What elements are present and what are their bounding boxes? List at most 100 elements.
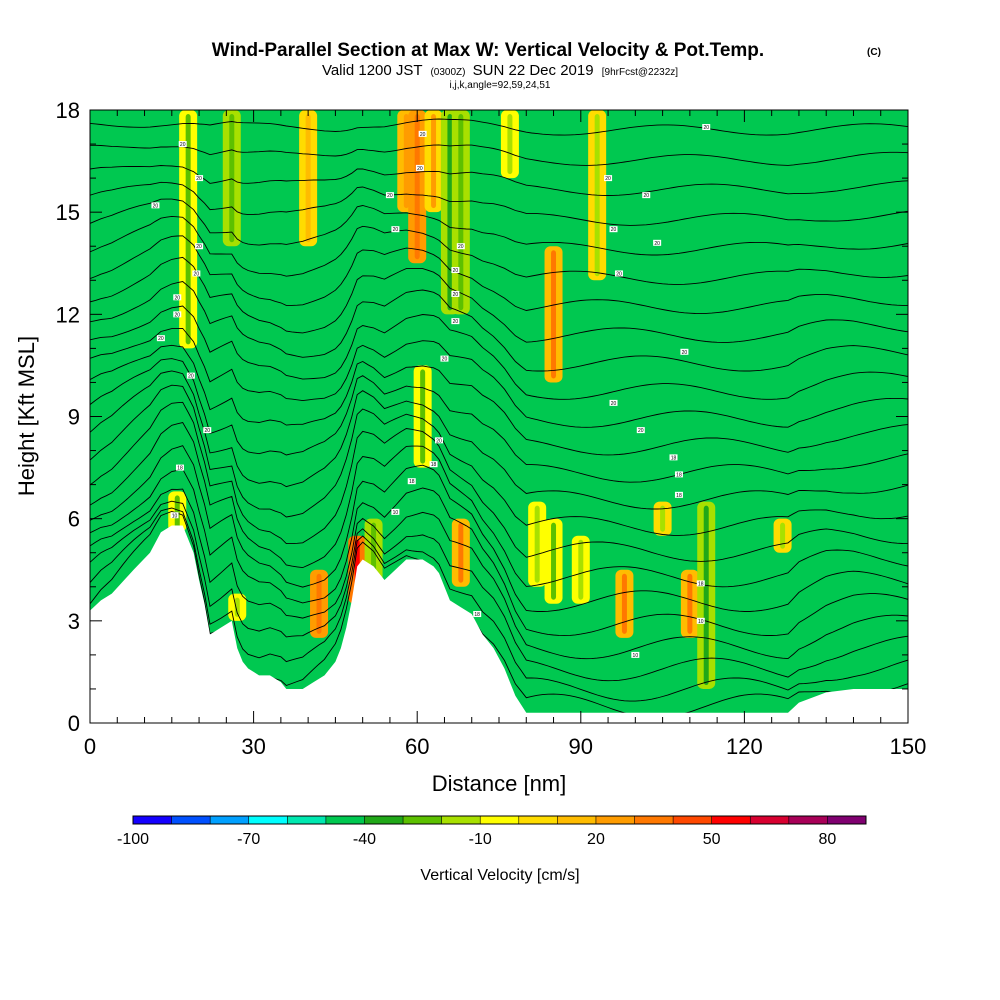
x-tick-label: 120 (726, 734, 763, 759)
contour-label-bg (407, 478, 416, 485)
isentrope-line (90, 281, 908, 372)
isentrope-line (90, 507, 908, 702)
colorbar-tick-label: 50 (703, 831, 721, 848)
isentrope-line (90, 344, 908, 456)
contour-label: 20 (196, 244, 202, 250)
contour-label: 20 (387, 193, 393, 199)
colorbar-swatch (325, 816, 365, 824)
contour-label: 10 (172, 513, 178, 519)
velocity-background (90, 110, 908, 723)
isentrope-line (90, 384, 908, 536)
contour-label-bg (170, 512, 179, 519)
isentrope-line (90, 445, 908, 612)
velocity-cell (507, 114, 513, 175)
isentrope-line (90, 256, 908, 343)
colorbar-swatch (673, 816, 712, 824)
colorbar-tick-label: -10 (469, 831, 492, 848)
y-tick-label: 18 (56, 98, 80, 123)
contour-label: 20 (442, 357, 448, 363)
contour-label-bg (178, 141, 187, 148)
contour-label-bg (642, 192, 651, 199)
y-tick-label: 3 (68, 609, 80, 634)
contour-label-bg (156, 335, 165, 342)
y-axis-title: Height [Kft MSL] (14, 336, 39, 496)
contour-label-bg (385, 192, 394, 199)
colorbar-tick-label: -100 (117, 831, 149, 848)
contour-label-bg (173, 294, 182, 301)
contour-label: 10 (698, 619, 704, 625)
velocity-cell (229, 114, 235, 243)
contour-label: 18 (698, 581, 704, 587)
colorbar-title: Vertical Velocity [cm/s] (420, 867, 579, 884)
colorbar-tick-label: 20 (587, 831, 605, 848)
contour-label: 18 (409, 479, 415, 485)
contour-label-bg (669, 454, 678, 461)
colorbar-swatch (827, 816, 867, 824)
colorbar-swatch (557, 816, 597, 824)
colorbar-swatch (480, 816, 520, 824)
velocity-cell (687, 573, 693, 634)
isentrope-line (90, 95, 908, 105)
isentrope-line (90, 181, 908, 226)
velocity-cell (621, 573, 627, 634)
subtitle-date: SUN 22 Dec 2019 (473, 62, 594, 79)
velocity-cell (174, 495, 180, 529)
colorbar-swatch (634, 816, 674, 824)
contour-label: 20 (174, 312, 180, 318)
x-tick-label: 150 (890, 734, 927, 759)
contour-label-bg (473, 611, 482, 618)
grid-indices: i,j,k,angle=92,59,24,51 (450, 80, 551, 91)
contour-label-bg (702, 124, 711, 131)
velocity-cell (431, 114, 437, 209)
colorbar-tick-label: 80 (819, 831, 837, 848)
isentrope-line (90, 215, 908, 285)
isentrope-line (90, 198, 908, 256)
plot-area: 20 20 20 20 20 20 20 20 20 20 18 10 20 20 20 20 20 20 20 20… (90, 95, 908, 723)
contour-label-bg (203, 427, 212, 434)
contour-label-bg (680, 348, 689, 355)
contour-label-bg (391, 508, 400, 515)
chart-title: Wind-Parallel Section at Max W: Vertical… (212, 40, 764, 61)
y-tick-label: 0 (68, 711, 80, 736)
colorbar-swatch (287, 816, 327, 824)
contour-label: 18 (431, 462, 437, 468)
terrain (90, 525, 908, 723)
colorbar-swatch (364, 816, 404, 824)
isentrope-line (90, 235, 908, 315)
contour-label-bg (451, 290, 460, 297)
contour-label: 20 (703, 125, 709, 131)
contour-label: 20 (204, 428, 210, 434)
subtitle-forecast: [9hrFcst@2232z] (602, 67, 679, 78)
isentropes (90, 95, 908, 719)
velocity-cell (551, 522, 557, 600)
contour-label: 20 (188, 374, 194, 380)
contour-label-bg (451, 267, 460, 274)
contour-label-bg (175, 464, 184, 471)
velocity-cell (403, 114, 409, 209)
contour-label: 18 (671, 455, 677, 461)
x-axis: 0 30 60 90 120 150 (84, 110, 926, 759)
isentrope-line (90, 327, 908, 428)
y-tick-label: 9 (68, 405, 80, 430)
y-tick-label: 15 (56, 200, 80, 225)
velocity-cell (660, 505, 666, 532)
colorbar-swatch (133, 816, 172, 824)
contour-label: 20 (605, 176, 611, 182)
contour-label-bg (696, 580, 705, 587)
chart-subtitle: Valid 1200 JST (0300Z) SUN 22 Dec 2019 [… (322, 62, 678, 79)
contour-label-bg (653, 239, 662, 246)
contour-label-bg (456, 243, 465, 250)
contour-label-bg (195, 243, 204, 250)
velocity-cell (458, 522, 464, 583)
contour-label: 20 (453, 292, 459, 298)
velocity-cell (458, 114, 464, 311)
contour-label: 18 (474, 612, 480, 618)
contour-label: 20 (417, 166, 423, 172)
y-tick-label: 6 (68, 507, 80, 532)
isentrope-line (90, 144, 908, 166)
velocity-cell (305, 114, 311, 243)
colorbar-swatch (518, 816, 558, 824)
colorbar-swatch (711, 816, 751, 824)
isentrope-line (90, 421, 908, 588)
